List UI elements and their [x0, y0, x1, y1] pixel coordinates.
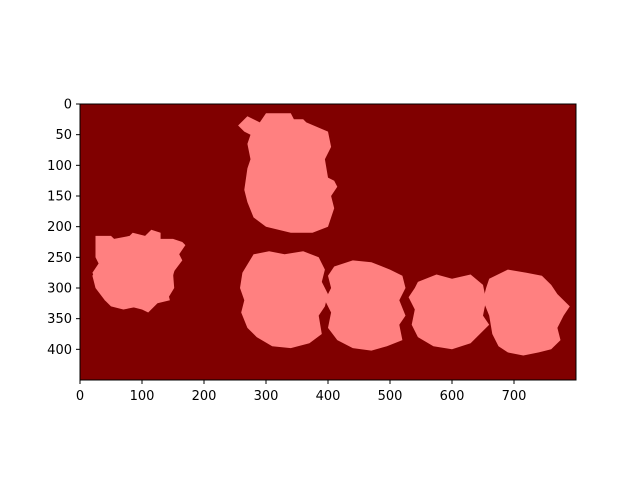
y-tick-label: 350: [47, 312, 72, 327]
x-tick-label: 500: [378, 389, 403, 404]
x-tick-label: 600: [440, 389, 465, 404]
y-tick-label: 400: [47, 343, 72, 358]
x-tick-label: 100: [130, 389, 155, 404]
region-1: [238, 113, 338, 233]
y-tick-label: 200: [47, 220, 72, 235]
region-6: [408, 274, 490, 350]
y-tick-label: 100: [47, 159, 72, 174]
x-axis: 0 100 200 300 400 500 600 700: [76, 380, 527, 404]
region-5: [324, 260, 406, 351]
x-tick-label: 700: [502, 389, 527, 404]
x-tick-label: 200: [192, 389, 217, 404]
x-tick-label: 400: [316, 389, 341, 404]
y-tick-label: 250: [47, 251, 72, 266]
y-tick-label: 0: [64, 98, 72, 113]
region-7: [483, 269, 570, 356]
y-axis: 0 50 100 150 200 250 300 350 400: [47, 98, 80, 358]
y-tick-label: 50: [55, 128, 72, 143]
y-tick-label: 150: [47, 190, 72, 205]
region-4: [240, 251, 328, 349]
y-tick-label: 300: [47, 282, 72, 297]
regions-layer: [92, 113, 570, 356]
x-tick-label: 0: [76, 389, 84, 404]
region-3: [92, 243, 183, 310]
x-tick-label: 300: [254, 389, 279, 404]
